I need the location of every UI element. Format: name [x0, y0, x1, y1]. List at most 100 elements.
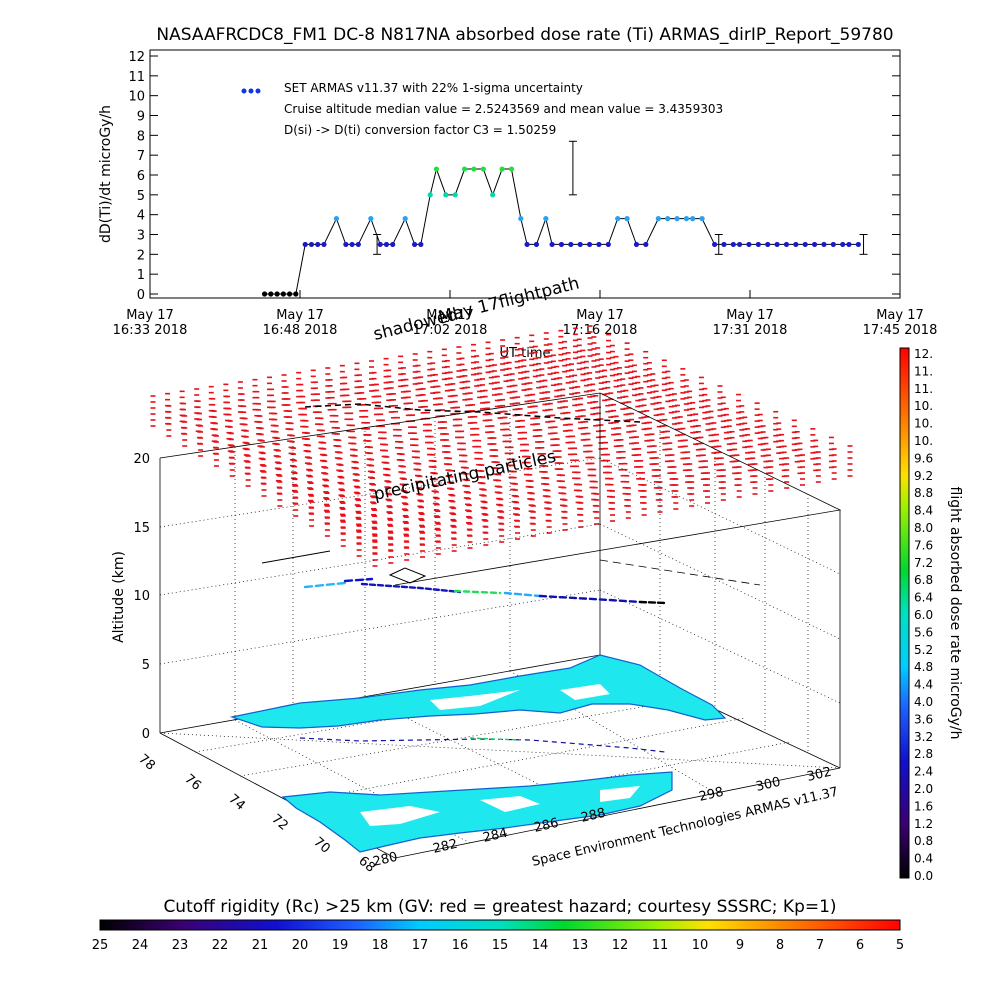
data-point	[343, 241, 349, 248]
hbar-label: 22	[212, 938, 229, 953]
data-point	[690, 216, 696, 222]
data-point	[577, 241, 583, 248]
x-tick-label: 17:45 2018	[863, 323, 938, 338]
data-point	[811, 241, 818, 248]
y-tick-label: 5	[137, 189, 145, 204]
data-point	[452, 192, 458, 198]
x-tick-label: 17:02 2018	[413, 323, 488, 338]
data-point	[674, 216, 680, 222]
data-point	[633, 241, 640, 248]
x-tick-label: 16:48 2018	[263, 323, 338, 338]
legend-entry-1: SET ARMAS v11.37 with 22% 1-sigma uncert…	[284, 81, 583, 95]
colorbar-label: 4.0	[914, 695, 933, 709]
y-tick-label: 7	[137, 149, 145, 164]
data-point	[286, 291, 293, 297]
data-point	[418, 241, 424, 248]
cutoff-rigidity-colorbar: Cutoff rigidity (Rc) >25 km (GV: red = g…	[92, 897, 904, 953]
y-tick-label: 9	[137, 110, 145, 125]
data-point	[730, 241, 736, 248]
y-tick-label: 0	[137, 288, 145, 303]
colorbar-label: 7.2	[914, 556, 933, 570]
hbar-label: 16	[452, 938, 469, 953]
colorbar-label: 6.0	[914, 608, 933, 622]
data-point	[368, 216, 374, 222]
colorbar-label: 8.0	[914, 521, 933, 535]
data-point	[499, 166, 505, 172]
data-point	[721, 241, 727, 248]
colorbar-label: 9.2	[914, 469, 933, 483]
colorbar-label: 6.8	[914, 573, 933, 587]
lon-tick-label: 280	[372, 850, 400, 870]
top-projection-track	[304, 403, 641, 423]
annotation-flightpath: May 17flightpath	[436, 273, 581, 327]
legend-marker	[255, 88, 261, 94]
hbar-label: 19	[332, 938, 349, 953]
x-tick-label: May 17	[576, 308, 624, 323]
colorbar-label: 4.4	[914, 678, 933, 692]
colorbar-label: 0.8	[914, 834, 933, 848]
data-point	[411, 241, 418, 248]
y-tick-label: 3	[137, 229, 145, 244]
data-point	[846, 241, 852, 248]
data-point	[840, 241, 846, 248]
data-points	[261, 166, 861, 297]
lat-tick-label: 72	[268, 812, 290, 834]
colorbar-label: 3.6	[914, 712, 933, 726]
colorbar-label: 2.0	[914, 782, 933, 796]
colorbar-label: 7.6	[914, 538, 933, 552]
data-point	[586, 241, 593, 248]
data-point	[605, 241, 611, 248]
colorbar-label: 5.6	[914, 625, 933, 639]
plot-frame	[149, 49, 901, 299]
colorbar-labels: 0.0 0.4 0.8 1.2 1.6 2.0 2.4 2.8 3.2 3.6 4.0 4.4 4.8 5…	[914, 347, 933, 883]
legend-marker	[241, 88, 247, 94]
data-point	[549, 241, 555, 248]
lat-tick-label: 76	[181, 772, 203, 794]
data-point	[433, 166, 440, 172]
hbar-label: 6	[856, 938, 864, 953]
data-point	[293, 291, 299, 297]
hbar-label: 12	[612, 938, 629, 953]
colorbar-title: flight absorbed dose rate microGy/h	[947, 487, 963, 740]
data-point	[480, 166, 486, 172]
colorbar-label: 9.6	[914, 451, 933, 465]
x-tick-label: May 17	[126, 308, 174, 323]
colorbar-label: 4.8	[914, 660, 933, 674]
data-point	[533, 241, 540, 248]
legend: SET ARMAS v11.37 with 22% 1-sigma uncert…	[241, 81, 723, 137]
data-point	[427, 192, 433, 198]
z-tick-label: 10	[133, 589, 150, 604]
y-tick-label: 1	[137, 268, 145, 283]
data-point	[268, 291, 274, 297]
legend-entry-2: Cruise altitude median value = 2.5243569…	[284, 102, 723, 116]
data-point	[624, 216, 630, 222]
data-point	[274, 291, 280, 297]
hbar-label: 8	[776, 938, 784, 953]
ground-track	[299, 737, 666, 753]
data-point	[355, 241, 361, 248]
y-tick-label: 4	[137, 209, 145, 224]
hbar-label: 11	[652, 938, 669, 953]
hbar-labels: 25 24 23 22 21 20 19 18 17 16 15 14 13 12 11 10 9 8 7 6 5	[92, 938, 904, 953]
hbar-label: 15	[492, 938, 509, 953]
data-point	[321, 241, 327, 248]
hbar-label: 10	[692, 938, 709, 953]
data-point	[333, 216, 340, 222]
data-point	[783, 241, 790, 248]
flight-3d-view: shadowed May 17flightpath precipitating …	[111, 273, 853, 876]
ground-track-highlight	[469, 737, 521, 741]
dose-rate-colorbar: 0.0 0.4 0.8 1.2 1.6 2.0 2.4 2.8 3.2 3.6 4.0 4.4 4.8 5…	[899, 347, 963, 883]
hbar-label: 9	[736, 938, 744, 953]
lon-tick-label: 286	[533, 816, 561, 836]
colorbar-label: 5.2	[914, 643, 933, 657]
y-tick-label: 10	[128, 90, 145, 105]
data-point	[302, 241, 308, 248]
data-point	[821, 241, 827, 248]
landmass-shapes	[229, 654, 727, 853]
data-point	[390, 241, 396, 248]
z-tick-label: 0	[142, 727, 150, 742]
projection-line	[599, 559, 761, 586]
hbar-label: 21	[252, 938, 269, 953]
lon-tick-label: 288	[580, 806, 608, 826]
